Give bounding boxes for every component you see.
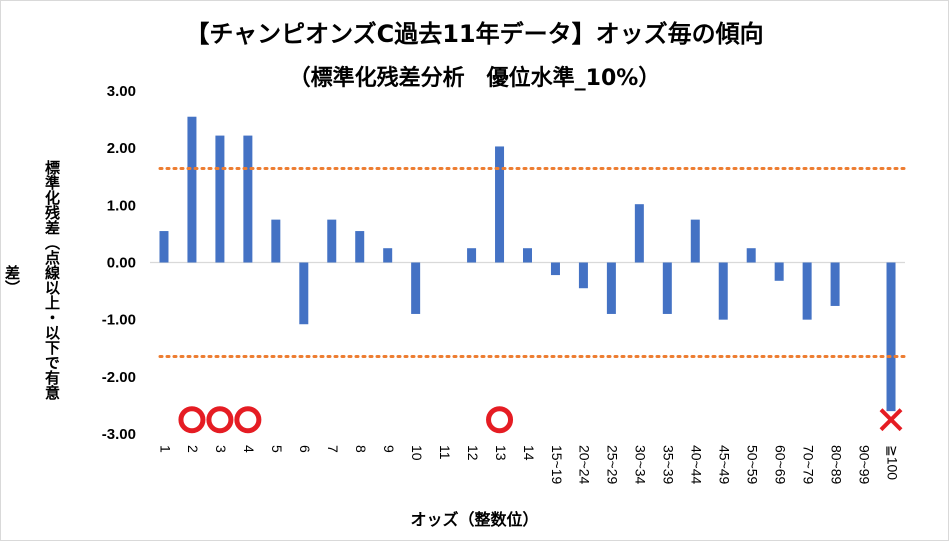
x-tick-label: 50~59 xyxy=(745,445,761,485)
x-tick-label: 80~89 xyxy=(828,445,844,485)
y-tick-label: 0.00 xyxy=(107,255,136,272)
x-tick-label: 45~49 xyxy=(717,445,733,485)
x-tick-label: 3 xyxy=(213,445,229,453)
bar-60~69 xyxy=(774,262,784,281)
bar-12 xyxy=(467,248,477,263)
circle-marker-2 xyxy=(178,406,206,434)
bar-≧100 xyxy=(886,262,896,412)
x-tick-label: 4 xyxy=(241,445,257,453)
chart-subtitle: （標準化残差分析 優位水準_10%） xyxy=(288,66,661,91)
circle-marker-13 xyxy=(486,406,514,434)
bar-5 xyxy=(271,219,281,263)
bar-14 xyxy=(523,248,532,263)
x-tick-label: 40~44 xyxy=(689,445,705,485)
chart-title: 【チャンピオンズC過去11年データ】オッズ毎の傾向 xyxy=(185,20,764,48)
bar-8 xyxy=(355,231,365,263)
x-tick-label: 8 xyxy=(353,445,369,453)
x-tick-label: 5 xyxy=(269,445,285,453)
x-axis-label: オッズ（整数位） xyxy=(410,510,539,529)
bar-13 xyxy=(495,146,505,263)
x-tick-label: 14 xyxy=(521,445,537,461)
y-tick-label: -1.00 xyxy=(102,312,136,329)
bar-45~49 xyxy=(718,262,728,320)
x-tick-label: 11 xyxy=(437,445,453,460)
cross-marker-≧100 xyxy=(879,408,903,432)
y-tick-label: -2.00 xyxy=(102,369,136,386)
bar-6 xyxy=(299,262,309,325)
x-tick-label: 6 xyxy=(297,445,313,453)
x-tick-label: 70~79 xyxy=(800,445,816,485)
x-tick-label: 60~69 xyxy=(772,445,788,485)
bar-25~29 xyxy=(606,262,616,314)
x-tick-label: 90~99 xyxy=(856,445,872,485)
x-tick-label: 9 xyxy=(381,445,397,453)
x-tick-label: 12 xyxy=(465,445,481,461)
bar-15~19 xyxy=(550,262,560,276)
bar-2 xyxy=(187,116,197,263)
x-tick-label: 2 xyxy=(185,445,201,453)
x-tick-label: 13 xyxy=(493,445,509,461)
x-tick-label: ≧100 xyxy=(884,445,900,480)
y-axis-label: 標準化残差（点線以上・以下で有意差） xyxy=(3,160,61,400)
bar-7 xyxy=(327,219,337,263)
bar-20~24 xyxy=(578,262,588,289)
x-tick-label: 25~29 xyxy=(605,445,621,485)
bar-50~59 xyxy=(746,248,756,263)
bar-10 xyxy=(411,262,421,314)
bar-80~89 xyxy=(830,262,840,306)
x-tick-label: 35~39 xyxy=(661,445,677,485)
x-tick-label: 7 xyxy=(325,445,341,453)
bar-4 xyxy=(243,135,253,263)
bar-35~39 xyxy=(662,262,672,314)
x-tick-label: 15~19 xyxy=(549,445,565,485)
x-tick-label: 20~24 xyxy=(577,445,593,485)
x-tick-label: 1 xyxy=(157,445,173,453)
x-tick-label: 30~34 xyxy=(633,445,649,485)
cross-stroke xyxy=(879,408,903,432)
circle-marker-4 xyxy=(234,406,262,434)
y-tick-label: -3.00 xyxy=(102,426,136,443)
y-tick-label: 2.00 xyxy=(107,140,136,157)
bar-70~79 xyxy=(802,262,812,320)
x-tick-label: 10 xyxy=(409,445,425,461)
bar-9 xyxy=(383,248,393,263)
y-tick-label: 3.00 xyxy=(107,83,136,100)
circle-marker-3 xyxy=(206,406,234,434)
bar-3 xyxy=(215,135,225,263)
y-tick-label: 1.00 xyxy=(107,197,136,214)
bar-40~44 xyxy=(690,219,700,263)
bar-30~34 xyxy=(634,204,644,263)
bar-1 xyxy=(159,231,169,263)
